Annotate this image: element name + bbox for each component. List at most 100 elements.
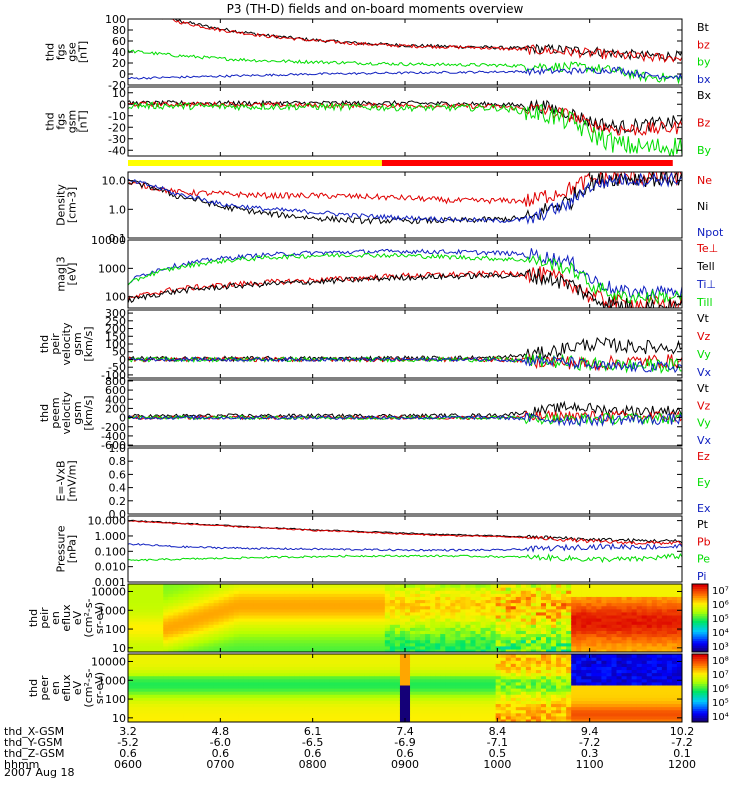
spectrogram-cell — [389, 627, 396, 631]
spectrogram-cell — [304, 636, 310, 641]
spectrogram-cell — [505, 694, 512, 698]
y-tick-label: 0.4 — [109, 482, 127, 495]
spectrogram-cell — [621, 608, 628, 613]
spectrogram-cell — [535, 678, 542, 683]
spectrogram-cell — [329, 669, 336, 674]
spectrogram-cell — [148, 657, 154, 661]
spectrogram-cell — [495, 593, 502, 597]
spectrogram-cell — [591, 618, 597, 622]
spectrogram-cell — [213, 584, 220, 588]
spectrogram-cell — [581, 642, 587, 647]
spectrogram-cell — [163, 681, 169, 686]
spectrogram-cell — [440, 633, 446, 638]
spectrogram-cell — [556, 703, 562, 708]
spectrogram-cell — [243, 608, 250, 613]
spectrogram-cell — [369, 627, 376, 631]
spectrogram-cell — [258, 688, 265, 692]
spectrogram-cell — [551, 639, 557, 644]
spectrogram-cell — [193, 599, 200, 604]
spectrogram-cell — [349, 700, 356, 705]
spectrogram-cell — [525, 627, 532, 631]
spectrogram-cell — [490, 636, 497, 641]
spectrogram-cell — [641, 642, 648, 647]
spectrogram-cell — [379, 624, 386, 628]
spectrogram-cell — [551, 630, 557, 635]
spectrogram-cell — [304, 602, 310, 607]
spectrogram-cell — [349, 684, 356, 689]
spectrogram-cell — [203, 584, 210, 588]
spectrogram-cell — [586, 678, 592, 683]
spectrogram-cell — [143, 614, 149, 619]
spectrogram-cell — [133, 715, 139, 720]
spectrogram-cell — [223, 636, 230, 641]
y-tick-label: 0.010 — [95, 561, 127, 574]
spectrogram-cell — [178, 642, 184, 647]
spectrogram-cell — [258, 654, 265, 658]
spectrogram-cell — [475, 590, 482, 594]
spectrogram-cell — [455, 630, 461, 635]
spectrogram-cell — [148, 706, 154, 711]
spectrogram-cell — [631, 599, 638, 604]
y-tick-label: 0 — [119, 353, 126, 366]
spectrogram-cell — [344, 657, 351, 661]
spectrogram-cell — [530, 672, 537, 677]
spectrogram-cell — [470, 648, 477, 652]
spectrogram-cell — [581, 669, 587, 674]
spectrogram-cell — [445, 684, 451, 689]
spectrogram-cell — [430, 718, 436, 722]
spectrogram-cell — [344, 614, 351, 619]
spectrogram-cell — [576, 648, 582, 652]
spectrogram-cell — [495, 587, 502, 591]
spectrogram-cell — [561, 697, 567, 701]
spectrogram-cell — [334, 684, 341, 689]
spectrogram-cell — [394, 633, 401, 638]
spectrogram-cell — [359, 633, 366, 638]
spectrogram-cell — [546, 684, 552, 689]
spectrogram-cell — [631, 642, 638, 647]
spectrogram-cell — [505, 688, 512, 692]
spectrogram-cell — [173, 636, 179, 641]
spectrogram-cell — [671, 614, 678, 619]
spectrogram-cell — [258, 675, 265, 680]
spectrogram-cell — [450, 584, 456, 588]
spectrogram-cell — [495, 712, 502, 717]
spectrogram-cell — [354, 596, 361, 601]
spectrogram-cell — [435, 691, 441, 695]
spectrogram-cell — [475, 630, 482, 635]
spectrogram-cell — [631, 645, 638, 650]
y-axis-label: thd — [38, 404, 51, 422]
spectrogram-cell — [480, 697, 487, 701]
spectrogram-cell — [415, 605, 421, 610]
spectrogram-cell — [551, 587, 557, 591]
spectrogram-cell — [183, 709, 190, 714]
spectrogram-cell — [274, 654, 280, 658]
spectrogram-cell — [480, 681, 487, 686]
spectrogram-cell — [148, 688, 154, 692]
spectrogram-cell — [299, 627, 305, 631]
spectrogram-cell — [148, 593, 154, 597]
spectrogram-cell — [364, 621, 371, 625]
spectrogram-cell — [671, 645, 678, 650]
spectrogram-cell — [349, 602, 356, 607]
spectrogram-cell — [198, 624, 205, 628]
spectrogram-cell — [540, 706, 547, 711]
spectrogram-cell — [253, 608, 260, 613]
spectrogram-cell — [440, 681, 446, 686]
spectrogram-cell — [415, 587, 421, 591]
spectrogram-cell — [158, 654, 164, 658]
spectrogram-cell — [571, 639, 577, 644]
spectrogram-cell — [551, 663, 557, 667]
spectrogram-cell — [299, 587, 305, 591]
spectrogram-cell — [596, 605, 603, 610]
spectrogram-cell — [369, 608, 376, 613]
spectrogram-cell — [571, 602, 577, 607]
spectrogram-cell — [203, 684, 210, 689]
spectrogram-cell — [540, 642, 547, 647]
spectrogram-cell — [410, 663, 416, 667]
spectrogram-cell — [621, 642, 628, 647]
spectrogram-cell — [445, 624, 451, 628]
spectrogram-cell — [480, 672, 487, 677]
spectrogram-cell — [208, 703, 215, 708]
spectrogram-cell — [148, 608, 154, 613]
spectrogram-cell — [193, 700, 200, 705]
